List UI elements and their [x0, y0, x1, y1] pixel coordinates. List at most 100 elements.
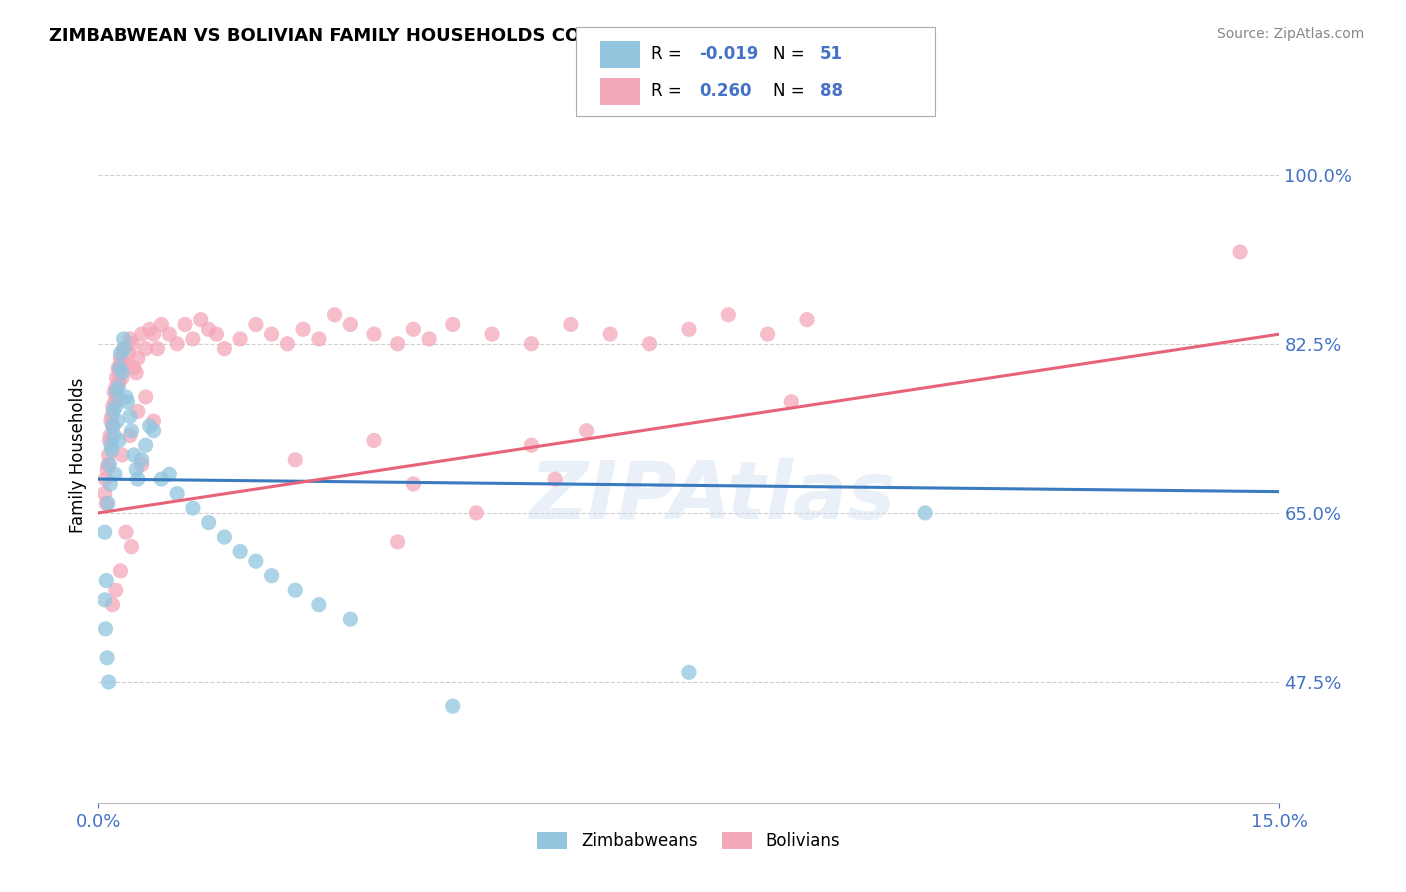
Point	[121, 540, 143, 554]
Point	[323, 308, 346, 322]
Point	[229, 332, 252, 346]
Point	[111, 448, 134, 462]
Point	[135, 438, 157, 452]
Point	[96, 651, 118, 665]
Point	[157, 467, 180, 482]
Point	[101, 400, 124, 414]
Point	[118, 428, 141, 442]
Point	[575, 424, 598, 438]
Point	[229, 544, 252, 558]
Point	[245, 318, 267, 332]
Text: ZIMBABWEAN VS BOLIVIAN FAMILY HOUSEHOLDS CORRELATION CHART: ZIMBABWEAN VS BOLIVIAN FAMILY HOUSEHOLDS…	[49, 27, 768, 45]
Point	[142, 424, 165, 438]
Point	[108, 376, 131, 390]
Point	[107, 361, 129, 376]
Point	[131, 452, 153, 467]
Point	[138, 322, 160, 336]
Point	[115, 356, 138, 370]
Point	[127, 472, 149, 486]
Point	[387, 535, 409, 549]
Point	[520, 336, 543, 351]
Point	[418, 332, 440, 346]
Point	[142, 414, 165, 428]
Point	[101, 419, 124, 434]
Point	[110, 564, 132, 578]
Text: R =: R =	[651, 82, 688, 100]
Point	[1229, 244, 1251, 259]
Point	[245, 554, 267, 568]
Point	[101, 443, 124, 458]
Y-axis label: Family Households: Family Households	[69, 377, 87, 533]
Point	[142, 327, 165, 342]
Text: R =: R =	[651, 45, 688, 62]
Point	[166, 336, 188, 351]
Point	[104, 394, 127, 409]
Point	[181, 501, 204, 516]
Point	[914, 506, 936, 520]
Point	[214, 342, 236, 356]
Point	[117, 394, 139, 409]
Point	[105, 385, 128, 400]
Point	[110, 351, 132, 366]
Point	[104, 583, 127, 598]
Point	[166, 486, 188, 500]
Point	[157, 327, 180, 342]
Text: Source: ZipAtlas.com: Source: ZipAtlas.com	[1216, 27, 1364, 41]
Point	[544, 472, 567, 486]
Point	[105, 390, 128, 404]
Point	[441, 699, 464, 714]
Point	[96, 574, 118, 588]
Point	[441, 318, 464, 332]
Point	[100, 438, 122, 452]
Point	[98, 458, 121, 472]
Point	[100, 414, 122, 428]
Point	[125, 462, 148, 476]
Point	[93, 486, 115, 500]
Point	[118, 409, 141, 424]
Point	[97, 496, 120, 510]
Point	[104, 400, 127, 414]
Point	[339, 318, 361, 332]
Point	[402, 322, 425, 336]
Point	[190, 312, 212, 326]
Point	[756, 327, 779, 342]
Point	[796, 312, 818, 326]
Point	[387, 336, 409, 351]
Point	[481, 327, 503, 342]
Point	[117, 346, 139, 360]
Point	[111, 370, 134, 384]
Point	[96, 496, 118, 510]
Point	[112, 342, 135, 356]
Point	[94, 622, 117, 636]
Point	[146, 342, 169, 356]
Point	[107, 380, 129, 394]
Point	[174, 318, 197, 332]
Point	[112, 332, 135, 346]
Text: 51: 51	[820, 45, 842, 62]
Point	[105, 414, 128, 428]
Point	[560, 318, 582, 332]
Point	[115, 390, 138, 404]
Point	[339, 612, 361, 626]
Text: 0.260: 0.260	[699, 82, 751, 100]
Point	[104, 380, 127, 394]
Point	[260, 568, 283, 582]
Point	[121, 424, 143, 438]
Point	[197, 516, 219, 530]
Point	[93, 525, 115, 540]
Point	[98, 476, 121, 491]
Point	[103, 385, 125, 400]
Point	[111, 366, 134, 380]
Point	[402, 476, 425, 491]
Point	[181, 332, 204, 346]
Point	[108, 434, 131, 448]
Point	[105, 370, 128, 384]
Text: N =: N =	[773, 82, 810, 100]
Point	[97, 458, 120, 472]
Text: 88: 88	[820, 82, 842, 100]
Point	[110, 356, 132, 370]
Point	[98, 428, 121, 442]
Point	[138, 419, 160, 434]
Point	[308, 332, 330, 346]
Point	[205, 327, 228, 342]
